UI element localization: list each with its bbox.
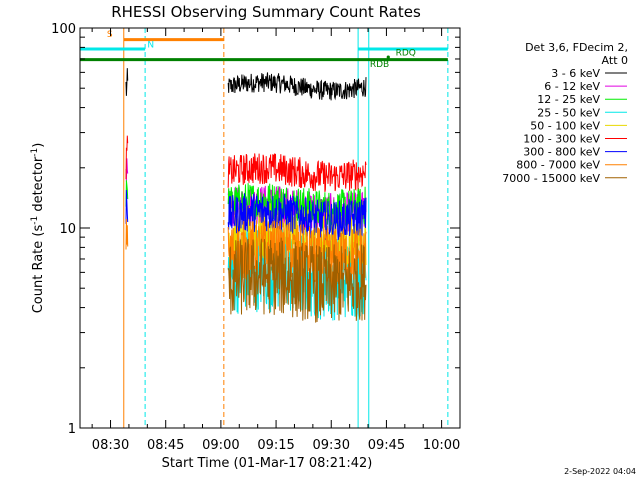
x-tick-label-5: 09:45 <box>368 438 405 453</box>
series-line-0-0 <box>125 68 129 96</box>
legend-label-4: 50 - 100 keV <box>530 119 600 132</box>
legend-header-1: Det 3,6, FDecim 2, <box>525 41 628 54</box>
x-tick-label-0: 08:30 <box>92 438 129 453</box>
x-tick-label-2: 09:00 <box>202 438 239 453</box>
y-axis-label-sup1: -1 <box>30 216 40 225</box>
y-axis-label-mid: detector <box>31 156 46 216</box>
x-axis-label: Start Time (01-Mar-17 08:21:42) <box>162 456 373 471</box>
y-tick-label-2: 100 <box>51 22 76 37</box>
y-axis-label-sup2: -1 <box>30 148 40 157</box>
x-tick-label-4: 09:30 <box>313 438 350 453</box>
series-line-8-0 <box>227 237 367 323</box>
series-line-5-0 <box>125 135 129 180</box>
legend-label-5: 100 - 300 keV <box>523 133 600 146</box>
y-axis-label: Count Rate (s-1 detector-1) <box>30 143 46 314</box>
timestamp: 2-Sep-2022 04:04 <box>564 467 636 476</box>
flag-dot-4 <box>386 55 390 59</box>
flag-label-1: N <box>147 40 154 50</box>
x-tick-label-6: 10:00 <box>423 438 460 453</box>
y-axis-label-main: Count Rate (s <box>31 225 46 314</box>
flag-label-3: RDB <box>370 60 389 70</box>
legend-label-3: 25 - 50 keV <box>537 106 600 119</box>
y-tick-label-0: 1 <box>68 422 76 437</box>
y-axis-label-end: ) <box>31 143 46 148</box>
chart-title: RHESSI Observing Summary Count Rates <box>111 3 421 21</box>
series-line-5-1 <box>227 153 367 193</box>
flag-label-4: RDQ <box>396 48 416 58</box>
series-line-2-0 <box>125 180 129 207</box>
flag-label-0: S <box>107 30 113 40</box>
data-series <box>125 68 367 323</box>
x-tick-label-1: 08:45 <box>147 438 184 453</box>
legend-label-7: 800 - 7000 keV <box>516 159 600 172</box>
legend-label-8: 7000 - 15000 keV <box>502 172 600 185</box>
series-line-7-0 <box>125 218 129 250</box>
x-axis: 08:30 08:45 09:00 09:15 09:30 09:45 10:00 <box>91 28 461 453</box>
legend-label-6: 300 - 800 keV <box>523 146 600 159</box>
legend-label-1: 6 - 12 keV <box>544 80 600 93</box>
legend-header-2: Att 0 <box>602 54 628 67</box>
legend-label-2: 12 - 25 keV <box>537 93 600 106</box>
x-tick-label-3: 09:15 <box>257 438 294 453</box>
y-axis: 1 10 100 <box>51 22 460 437</box>
series-line-6-0 <box>125 189 129 224</box>
flag-bars: S N RDB RDQ <box>80 30 448 70</box>
y-tick-label-1: 10 <box>59 222 76 237</box>
series-line-0-1 <box>227 72 367 101</box>
legend-label-0: 3 - 6 keV <box>551 67 600 80</box>
